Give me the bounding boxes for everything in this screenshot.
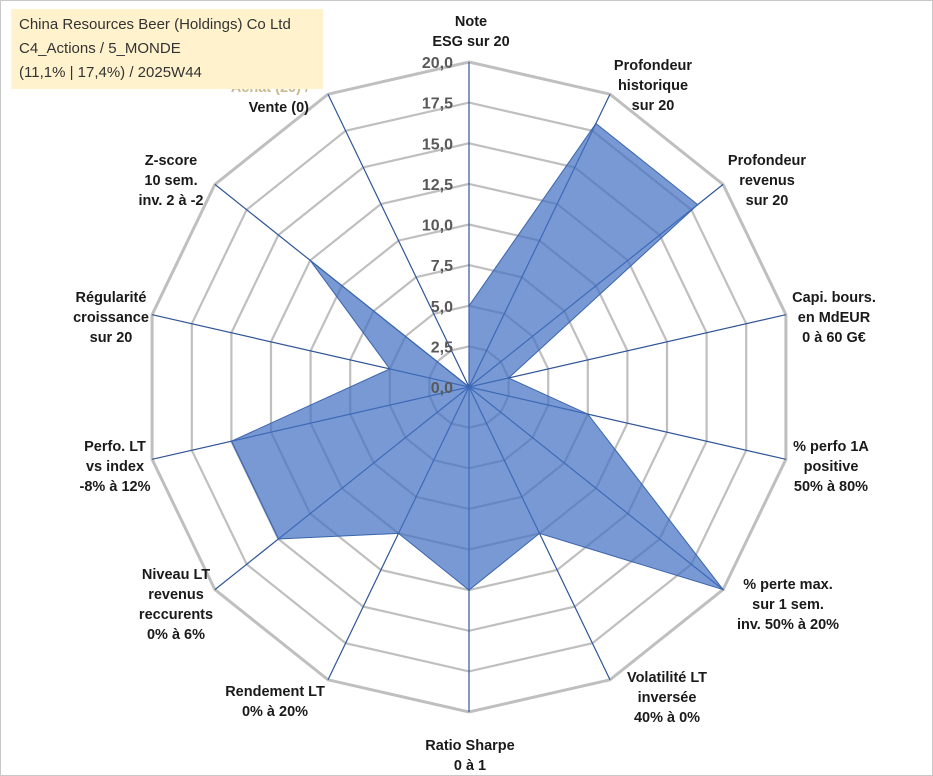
axis-label-line: Profondeur <box>728 153 806 169</box>
axis-spoke <box>327 93 470 388</box>
axis-label-line: Z-score <box>145 153 197 169</box>
tick-label: 15,0 <box>422 136 453 153</box>
axis-label: Niveau LT revenus reccurents 0% à 6% <box>139 567 213 643</box>
radial-tick-labels: 0,0 2,5 5,0 7,5 10,0 12,5 15,0 17,5 20,0 <box>422 55 453 397</box>
axis-label-line: Rendement LT <box>225 684 325 700</box>
axis-label: Régularité croissance sur 20 <box>73 290 149 346</box>
axis-label-line: 0% à 6% <box>147 627 205 643</box>
axis-label-line: inv. 50% à 20% <box>737 617 839 633</box>
axis-label-line: Ratio Sharpe <box>425 738 514 754</box>
data-point <box>277 538 280 540</box>
axis-label-line: croissance <box>73 310 149 326</box>
axis-label-line: Régularité <box>76 290 147 306</box>
axis-label-line: inv. 2 à -2 <box>138 193 203 209</box>
axis-label: Z-score 10 sem. inv. 2 à -2 <box>138 153 203 209</box>
axis-label-line: sur 20 <box>632 98 675 114</box>
axis-label-line: 40% à 0% <box>634 710 700 726</box>
data-point <box>722 588 724 591</box>
axis-label-line: Niveau LT <box>142 567 210 583</box>
axis-label: Note ESG sur 20 <box>432 14 509 50</box>
series-area <box>230 122 725 591</box>
axis-label-line: en MdEUR <box>798 310 871 326</box>
tick-label: 10,0 <box>422 218 453 235</box>
axis-label-line: Volatilité LT <box>627 670 707 686</box>
data-point <box>587 413 589 415</box>
axis-label-line: inversée <box>638 690 697 706</box>
axis-label-line: Profondeur <box>614 58 692 74</box>
data-point <box>230 440 233 443</box>
axis-label-line: -8% à 12% <box>80 479 151 495</box>
axis-label: Profondeur historique sur 20 <box>614 58 692 114</box>
performance-week: (11,1% | 17,4%) / 2025W44 <box>19 64 202 81</box>
axis-label-line: sur 20 <box>746 193 789 209</box>
axis-label-line: 0% à 20% <box>242 704 308 720</box>
tick-label: 0,0 <box>431 380 453 397</box>
data-series <box>230 122 725 591</box>
axis-label: % perte max. sur 1 sem. inv. 50% à 20% <box>737 577 839 633</box>
axis-label: Rendement LT 0% à 20% <box>225 684 325 720</box>
axis-label-line: 10 sem. <box>144 173 197 189</box>
axis-label-line: reccurents <box>139 607 213 623</box>
axis-label: Volatilité LT inversée 40% à 0% <box>627 670 707 726</box>
axis-label-line: 50% à 80% <box>794 479 868 495</box>
axis-label: Capi. bours. en MdEUR 0 à 60 G€ <box>792 290 876 346</box>
axis-spoke <box>468 314 787 388</box>
axis-label: Perfo. LT vs index -8% à 12% <box>80 439 151 495</box>
tick-label: 7,5 <box>431 258 453 275</box>
axis-label-line: Capi. bours. <box>792 290 876 306</box>
data-point <box>507 377 510 379</box>
axis-label-line: revenus <box>148 587 204 603</box>
data-point <box>595 122 597 125</box>
axis-label-line: revenus <box>739 173 795 189</box>
axis-labels: Note ESG sur 20 Profondeur historique sur 20… <box>73 14 876 774</box>
axis-label-line: % perfo 1A <box>793 439 869 455</box>
tick-label: 17,5 <box>422 96 453 113</box>
axis-label-line: historique <box>618 78 688 94</box>
stock-info-box: China Resources Beer (Holdings) Co Ltd C… <box>11 9 323 89</box>
axis-label-line: ESG sur 20 <box>432 34 509 50</box>
data-point <box>389 368 391 370</box>
axis-label-line: vs index <box>86 459 144 475</box>
data-point <box>468 386 470 388</box>
axis-label-line: Vente (0) <box>249 100 310 116</box>
data-point <box>468 589 470 591</box>
data-point <box>696 203 699 206</box>
axis-label: % perfo 1A positive 50% à 80% <box>793 439 869 495</box>
axis-label-line: sur 20 <box>90 330 133 346</box>
axis-label-line: positive <box>804 459 859 475</box>
axis-label: Profondeur revenus sur 20 <box>728 153 806 209</box>
tick-label: 5,0 <box>431 299 453 316</box>
axis-label: Ratio Sharpe 0 à 1 <box>425 738 514 774</box>
tick-label: 20,0 <box>422 55 453 72</box>
axis-label-line: Note <box>455 14 487 30</box>
axis-label-line: 0 à 1 <box>454 758 486 774</box>
stock-name: China Resources Beer (Holdings) Co Ltd <box>19 16 291 33</box>
tick-label: 2,5 <box>431 339 453 356</box>
portfolio-category: C4_Actions / 5_MONDE <box>19 40 181 57</box>
axis-label-line: sur 1 sem. <box>752 597 824 613</box>
axis-label-line: 0 à 60 G€ <box>802 330 866 346</box>
axis-label-line: Perfo. LT <box>84 439 146 455</box>
data-point <box>397 532 400 535</box>
data-point <box>468 305 470 307</box>
tick-label: 12,5 <box>422 177 453 194</box>
data-point <box>538 532 541 535</box>
axis-label-line: % perte max. <box>743 577 832 593</box>
data-point <box>309 259 312 262</box>
